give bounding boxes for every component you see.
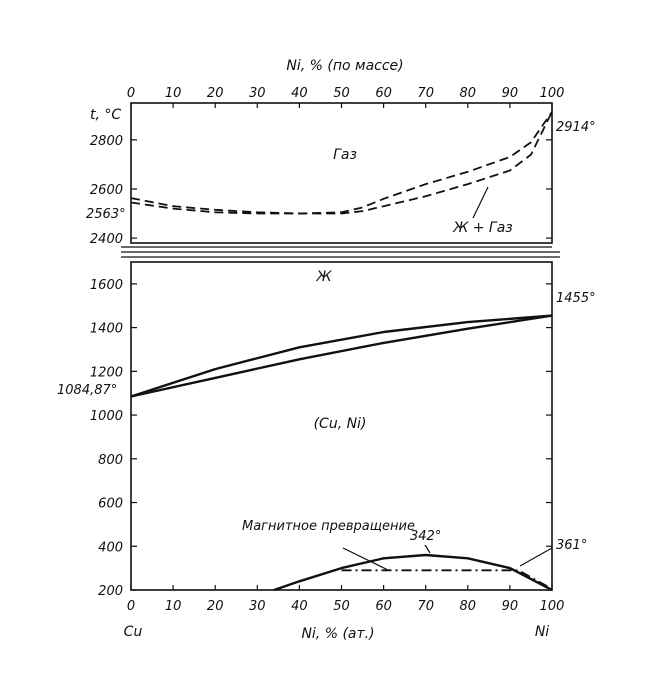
bottom-tick-label: 50 xyxy=(333,599,350,614)
top-tick-label: 10 xyxy=(165,86,182,101)
leader-liquid-gas xyxy=(472,186,489,219)
top-tick-label: 70 xyxy=(417,86,434,101)
top-tick-label: 0 xyxy=(127,86,135,101)
bottom-tick-label: 80 xyxy=(460,599,477,614)
top-tick-label: 50 xyxy=(333,86,350,101)
bottom-tick-label: 0 xyxy=(127,599,135,614)
bottom-tick-label: 10 xyxy=(165,599,182,614)
bottom-tick-label: 70 xyxy=(417,599,434,614)
series-line-6 xyxy=(341,569,553,590)
bottom-tick-label: 40 xyxy=(291,599,308,614)
ni-curie-label: 361° xyxy=(556,538,587,553)
top-tick-label: 90 xyxy=(502,86,519,101)
cu-end-label: Cu xyxy=(124,624,143,640)
ni-end-label: Ni xyxy=(535,624,549,640)
bottom-axis-label: Ni, % (ат.) xyxy=(301,626,374,642)
magnetic-label: Магнитное превращение xyxy=(242,519,415,534)
curie-max-label: 342° xyxy=(410,529,441,544)
lower-y-tick-label: 200 xyxy=(98,584,123,599)
series-group xyxy=(130,111,553,592)
bottom-tick-label: 30 xyxy=(249,599,266,614)
top-tick-label: 60 xyxy=(375,86,392,101)
series-line-2 xyxy=(130,111,553,215)
cu-boiling-label: 2563° xyxy=(86,207,126,222)
top-tick-label: 30 xyxy=(249,86,266,101)
top-tick-label: 40 xyxy=(291,86,308,101)
lower-y-tick-label: 1400 xyxy=(90,322,123,337)
bottom-tick-label: 60 xyxy=(375,599,392,614)
top-axis-label: Ni, % (по массе) xyxy=(286,58,403,74)
axis-ticks: 0 10 20 30 40 50 60 70 80 90 1000 10 20 30 40 50 60 70 80 9… xyxy=(90,86,565,614)
y-axis-label: t, °C xyxy=(90,107,121,123)
lower-y-tick-label: 400 xyxy=(98,540,123,555)
lower-y-tick-label: 800 xyxy=(98,453,123,468)
lower-y-tick-label: 1600 xyxy=(90,278,123,293)
series-line-3 xyxy=(130,314,553,398)
leader-magnetic xyxy=(342,547,389,571)
upper-y-tick-label: 2600 xyxy=(90,183,123,198)
top-tick-label: 100 xyxy=(540,86,565,101)
region-label-solid: (Cu, Ni) xyxy=(314,416,367,432)
region-label-liquid: Ж xyxy=(315,269,332,285)
leader-ni-curie xyxy=(519,547,553,567)
top-tick-label: 20 xyxy=(207,86,224,101)
bottom-tick-label: 90 xyxy=(502,599,519,614)
upper-y-tick-label: 2400 xyxy=(90,232,123,247)
region-label-gas: Газ xyxy=(333,147,357,163)
lower-y-tick-label: 1000 xyxy=(90,409,123,424)
region-label-liquid-gas: Ж + Газ xyxy=(452,220,513,236)
cu-melting-label: 1084,87° xyxy=(57,383,117,398)
ni-boiling-label: 2914° xyxy=(556,120,596,135)
lower-y-tick-label: 1200 xyxy=(90,365,123,380)
lower-y-tick-label: 600 xyxy=(98,497,123,512)
top-tick-label: 80 xyxy=(460,86,477,101)
series-line-4 xyxy=(130,314,553,398)
bottom-tick-label: 20 xyxy=(207,599,224,614)
leader-curie-max xyxy=(424,544,431,554)
ni-melting-label: 1455° xyxy=(556,291,596,306)
bottom-tick-label: 100 xyxy=(540,599,565,614)
series-line-5 xyxy=(273,553,553,592)
series-line-1 xyxy=(130,111,553,215)
upper-y-tick-label: 2800 xyxy=(90,134,123,149)
